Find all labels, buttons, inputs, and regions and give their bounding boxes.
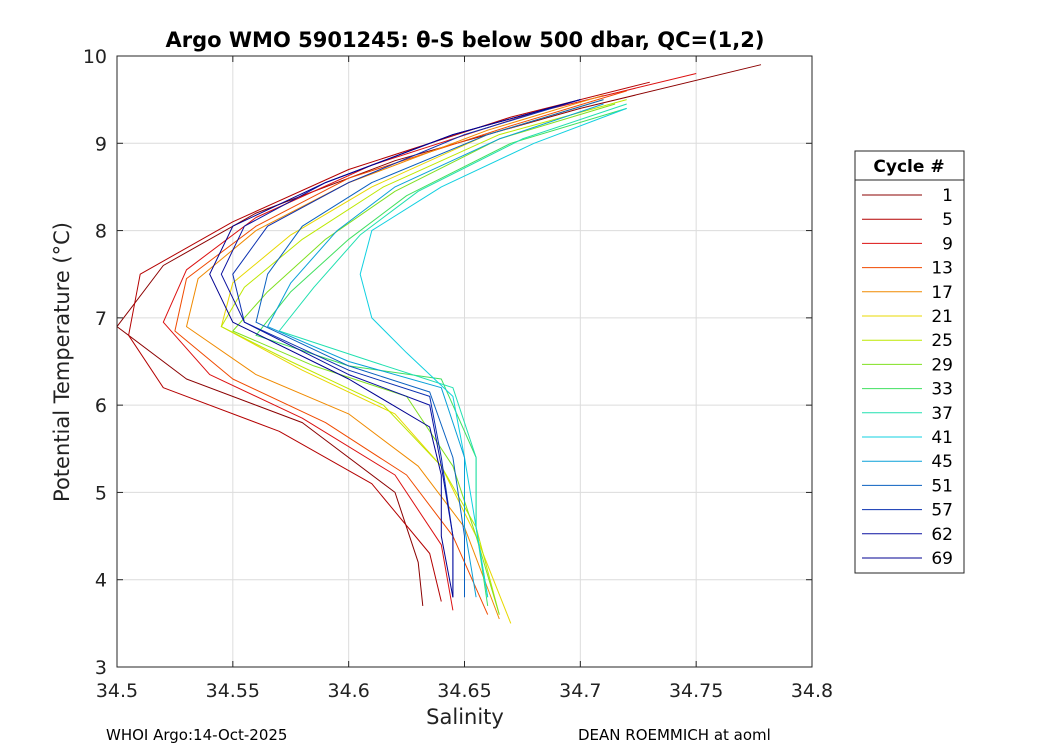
legend-box [854,150,965,574]
legend-label-51: 51 [931,476,953,496]
legend-label-13: 13 [931,259,953,279]
x-tick-label: 34.8 [791,680,833,702]
x-tick-label: 34.55 [206,680,260,702]
legend-label-37: 37 [931,404,953,424]
footer-right: DEAN ROEMMICH at aoml [578,726,771,744]
legend-label-33: 33 [931,380,953,400]
legend-label-1: 1 [942,186,953,206]
legend-label-5: 5 [942,210,953,230]
footer-left: WHOI Argo:14-Oct-2025 [106,726,287,744]
legend-label-69: 69 [931,549,953,569]
x-tick-label: 34.65 [437,680,491,702]
series-line-cycle-45 [267,103,604,598]
y-tick-label: 8 [95,221,107,243]
series-line-cycle-37 [278,103,627,598]
chart-title: Argo WMO 5901245: θ-S below 500 dbar, QC… [166,28,765,52]
y-tick-label: 4 [95,570,107,592]
y-tick-label: 9 [95,133,107,155]
x-tick-label: 34.5 [96,680,138,702]
y-axis-label: Potential Temperature (°C) [50,222,74,502]
legend-label-21: 21 [931,307,953,327]
series-line-cycle-51 [255,99,604,598]
series-line-cycle-9 [162,73,697,611]
ticks: 34.5 34.55 34.6 34.65 34.7 34.75 34.8 3 4 5 6 7 8 9 10 [83,46,833,702]
x-tick-label: 34.7 [559,680,601,702]
legend-label-17: 17 [931,283,953,303]
series-line-cycle-17 [186,94,604,620]
legend-label-29: 29 [931,355,953,375]
x-axis-label: Salinity [426,705,504,729]
y-tick-label: 3 [95,657,107,679]
y-tick-label: 6 [95,395,107,417]
series-line-cycle-69 [209,99,581,598]
legend: Cycle # 1 5 9 13 17 21 25 29 33 37 41 45 51 57 62 69 [854,150,965,574]
legend-label-57: 57 [931,501,953,521]
legend-label-41: 41 [931,428,953,448]
legend-label-9: 9 [942,234,953,254]
series-line-cycle-41 [359,107,627,598]
legend-label-25: 25 [931,331,953,351]
legend-label-62: 62 [931,525,953,545]
series-line-cycle-29 [232,103,616,615]
x-tick-label: 34.75 [669,680,723,702]
legend-title: Cycle # [873,157,944,177]
y-tick-label: 10 [83,46,107,68]
legend-entries: 1 5 9 13 17 21 25 29 33 37 41 45 51 57 62 69 [862,186,953,569]
x-tick-label: 34.6 [328,680,370,702]
legend-label-45: 45 [931,452,953,472]
series-line-cycle-5 [128,81,650,602]
y-tick-label: 5 [95,482,107,504]
series-line-cycle-25 [220,99,627,615]
y-tick-label: 7 [95,308,107,330]
